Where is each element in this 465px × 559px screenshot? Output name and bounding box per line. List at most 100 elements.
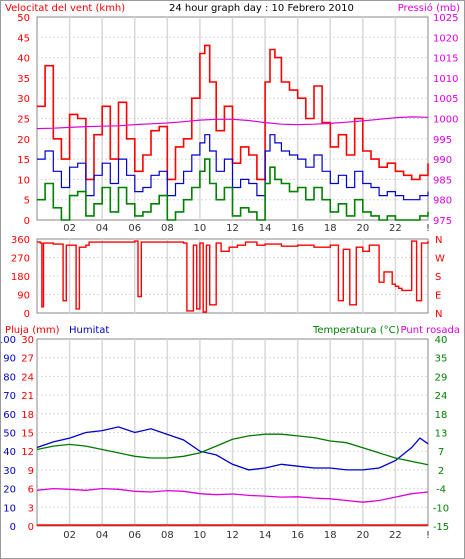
rain-tick-label: 9 (28, 466, 34, 477)
humidity-plot-series (36, 426, 429, 526)
temperature-ticks: -15 -10 -4 2 7 13 18 24 29 35 40 (433, 335, 449, 533)
rain-axis-label: Pluja (mm) (5, 325, 60, 336)
hour-tick-label: 08 (161, 530, 174, 541)
rain-tick-label: 27 (21, 354, 34, 365)
wind-x-ticks: 02 04 06 08 10 12 14 16 18 20 22! (63, 223, 430, 234)
temperature-axis-label: Temperatura (°C) (312, 325, 400, 336)
hour-tick-label: 22 (389, 223, 402, 234)
humidity-tick-label: 10 (3, 503, 16, 514)
hour-tick-label: 12 (226, 530, 239, 541)
wind-tick-label: 20 (17, 135, 30, 146)
temperature-tick-label: 18 (435, 410, 448, 421)
direction-tick-label: 270 (11, 254, 30, 265)
chart-title: 24 hour graph day : 10 Febrero 2010 (169, 3, 354, 14)
hour-tick-label: 04 (96, 223, 109, 234)
rain-tick-label: 0 (28, 522, 34, 533)
rain-tick-label: 21 (21, 391, 34, 402)
rain-tick-label: 24 (21, 372, 34, 383)
temperature-tick-label: -15 (433, 522, 449, 533)
hour-tick-label: 02 (63, 530, 76, 541)
hour-tick-label: ! (426, 530, 430, 541)
rain-tick-label: 3 (28, 503, 34, 514)
compass-letter: N (435, 309, 442, 320)
hour-tick-label: 06 (128, 530, 141, 541)
pressure-tick-label: 1020 (433, 33, 458, 44)
humidity-tick-label: 50 (3, 429, 16, 440)
pressure-tick-label: 1025 (433, 13, 458, 24)
temperature-line (36, 433, 429, 466)
hour-tick-label: 06 (128, 223, 141, 234)
temperature-tick-label: 40 (435, 335, 448, 346)
hour-tick-label: 14 (259, 530, 272, 541)
dewpoint-line (36, 487, 429, 503)
hour-tick-label: 02 (63, 223, 76, 234)
temperature-tick-label: 35 (435, 354, 448, 365)
wind-line (37, 134, 429, 201)
wind-plot-series (36, 44, 429, 221)
hour-tick-label: 18 (324, 223, 337, 234)
direction-tick-label: 0 (24, 309, 30, 320)
pressure-tick-label: 1015 (433, 54, 458, 65)
humidity-tick-label: 20 (3, 485, 16, 496)
wind-tick-label: 0 (24, 216, 30, 227)
temperature-tick-label: 2 (438, 466, 444, 477)
hour-tick-label: 20 (356, 530, 369, 541)
humidity-tick-label: 80 (3, 372, 16, 383)
humidity-tick-label: 0 (10, 522, 16, 533)
direction-tick-label: 180 (11, 272, 30, 283)
hour-tick-label: 16 (291, 223, 304, 234)
temperature-tick-label: 7 (438, 447, 444, 458)
humidity-axis-label: Humitat (69, 325, 109, 336)
hour-tick-label: 20 (356, 223, 369, 234)
wind-tick-label: 25 (17, 115, 30, 126)
rain-tick-label: 18 (21, 410, 34, 421)
pressure-line (36, 116, 429, 130)
pressure-tick-label: 995 (433, 135, 452, 146)
temperature-tick-label: 29 (435, 372, 448, 383)
hour-tick-label: ! (426, 223, 430, 234)
wind-right-ticks: 975 980 985 990 995 1000 1005 1010 1015 1020 1025 (433, 13, 458, 227)
humidity-tick-label: 40 (3, 447, 16, 458)
temperature-tick-label: -4 (436, 485, 446, 496)
hour-tick-label: 14 (259, 223, 272, 234)
wind-tick-label: 40 (17, 54, 30, 65)
hour-tick-label: 18 (324, 530, 337, 541)
hour-tick-label: 22 (389, 530, 402, 541)
humidity-plot-grid (37, 339, 428, 526)
min-line (37, 158, 429, 221)
pressure-axis-label: Pressió (mb) (398, 2, 460, 14)
direction-plot-series (37, 240, 429, 313)
humidity-tick-label: 90 (3, 354, 16, 365)
wind-tick-label: 35 (17, 74, 30, 85)
wind-tick-label: 10 (17, 175, 30, 186)
rain-tick-label: 30 (21, 335, 34, 346)
rain-ticks: 0 3 6 9 12 15 18 21 24 27 30 (21, 335, 34, 533)
wind-axis-label: Velocitat del vent (kmh) (5, 3, 125, 14)
direction-line (37, 240, 429, 313)
rain-tick-label: 15 (21, 429, 34, 440)
direction-left-ticks: 0 90 180 270 360 (11, 235, 30, 320)
direction-tick-label: 360 (11, 235, 30, 246)
wind-tick-label: 45 (17, 33, 30, 44)
hour-tick-label: 10 (194, 530, 207, 541)
humidity-tick-label: 30 (3, 466, 16, 477)
compass-letter: N (435, 235, 442, 246)
humidity-x-ticks: 02 04 06 08 10 12 14 16 18 20 22! (63, 530, 430, 541)
direction-tick-label: 90 (17, 291, 30, 302)
pressure-tick-label: 975 (433, 216, 452, 227)
hour-tick-label: 12 (226, 223, 239, 234)
pressure-tick-label: 980 (433, 196, 452, 207)
wind-tick-label: 30 (17, 94, 30, 105)
wind-left-ticks: 0 5 10 15 20 25 30 35 40 45 50 (17, 13, 30, 227)
hour-tick-label: 10 (194, 223, 207, 234)
compass-letter: W (435, 254, 445, 265)
humidity-tick-label: 60 (3, 410, 16, 421)
pressure-tick-label: 990 (433, 155, 452, 166)
dewpoint-axis-label: Punt rosada (401, 325, 460, 336)
humidity-tick-label: 100 (1, 335, 16, 346)
humidity-ticks: 0 10 20 30 40 50 60 70 80 90 100 (1, 335, 16, 533)
humidity-line (36, 426, 429, 471)
